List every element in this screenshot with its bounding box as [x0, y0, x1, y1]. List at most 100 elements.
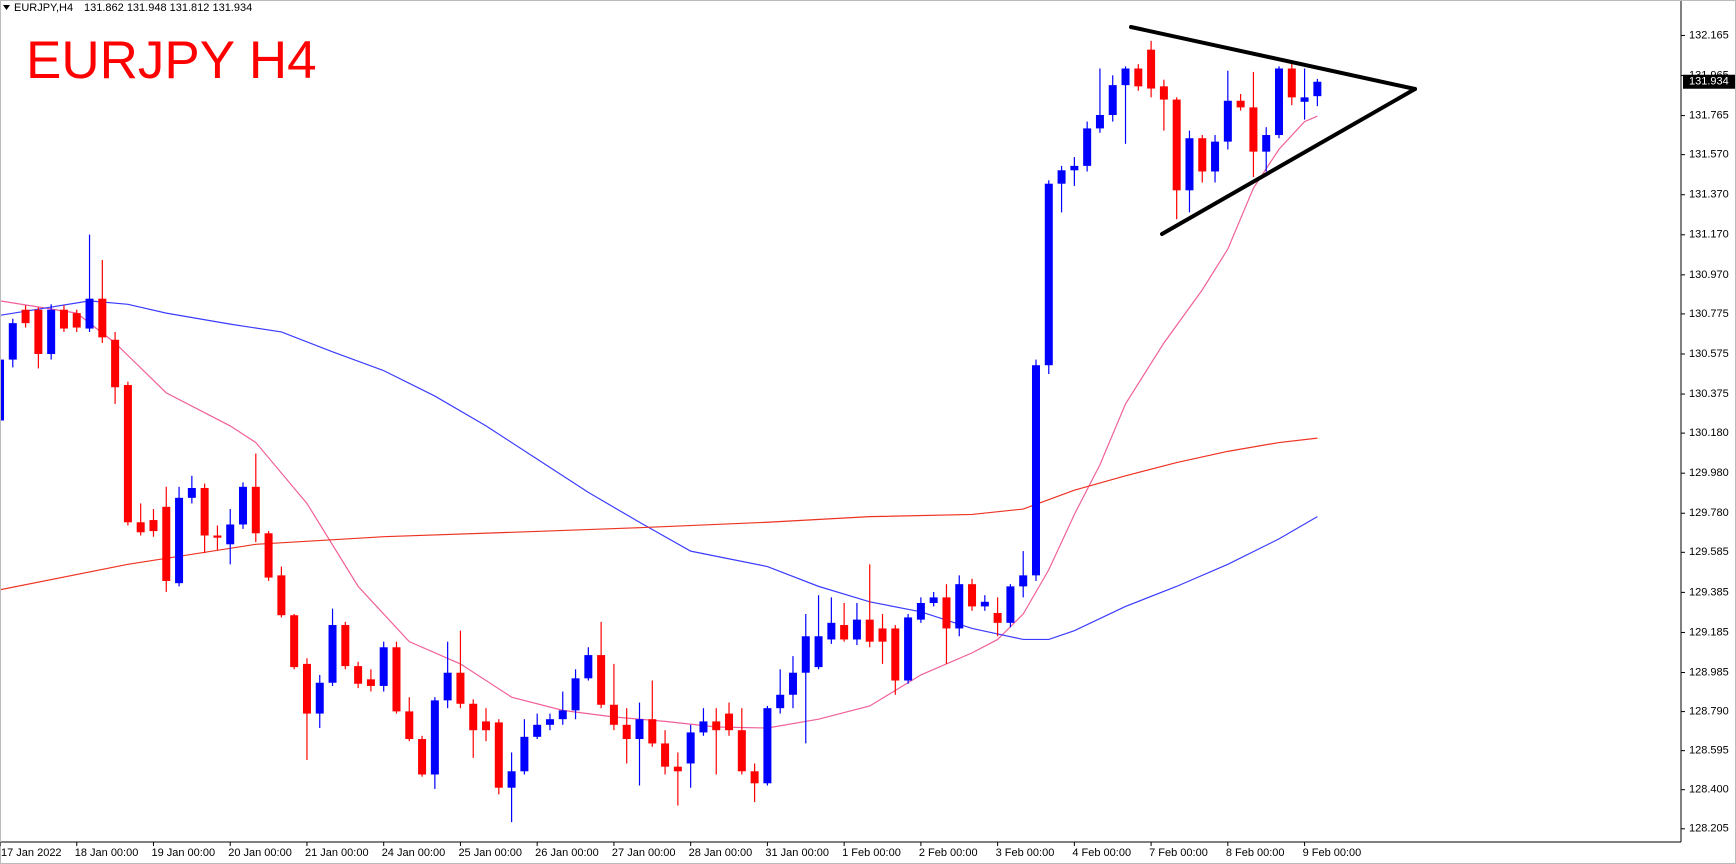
candle-body	[494, 722, 503, 788]
symbol-label: EURJPY,H4	[14, 2, 73, 14]
candle-body	[827, 622, 836, 640]
candle-body	[85, 298, 94, 329]
x-tick-label: 20 Jan 00:00	[228, 847, 292, 859]
y-tick-label: 131.570	[1689, 149, 1729, 161]
moving-averages	[0, 115, 1318, 729]
moving-average-line	[0, 300, 1318, 641]
ohlc-header: 131.862 131.948 131.812 131.934	[84, 2, 252, 14]
candle-body	[712, 721, 721, 731]
y-tick-label: 130.775	[1689, 308, 1729, 320]
candle-body	[315, 682, 324, 714]
y-tick-label: 130.575	[1689, 348, 1729, 360]
candle-body	[661, 743, 670, 767]
y-tick-label: 130.970	[1689, 269, 1729, 281]
candle-body	[840, 625, 849, 640]
candle-body	[149, 520, 158, 532]
candle-body	[47, 309, 56, 354]
candle-body	[264, 533, 273, 578]
candle-body	[443, 672, 452, 701]
y-tick-label: 130.375	[1689, 388, 1729, 400]
candle-body	[1185, 138, 1194, 191]
candle-body	[686, 732, 695, 764]
candles	[0, 40, 1322, 823]
axes: 132.165131.965131.765131.570131.370131.1…	[0, 29, 1735, 859]
x-tick-label: 21 Jan 00:00	[305, 847, 369, 859]
x-tick-label: 19 Jan 00:00	[151, 847, 215, 859]
candle-body	[482, 721, 491, 731]
candle-body	[904, 617, 913, 681]
candle-body	[1313, 81, 1322, 97]
candle-body	[520, 736, 529, 772]
y-tick-label: 129.585	[1689, 546, 1729, 558]
candle-body	[1044, 183, 1053, 366]
candle-body	[725, 713, 734, 731]
y-tick-label: 130.180	[1689, 427, 1729, 439]
candle-body	[251, 486, 260, 534]
y-tick-label: 128.985	[1689, 666, 1729, 678]
candle-body	[1198, 138, 1207, 172]
candle-body	[0, 359, 4, 421]
x-tick-label: 31 Jan 00:00	[765, 847, 829, 859]
y-tick-label: 128.595	[1689, 745, 1729, 757]
x-tick-label: 26 Jan 00:00	[535, 847, 599, 859]
candle-body	[123, 385, 132, 523]
candle-body	[1300, 97, 1309, 102]
candle-body	[763, 708, 772, 784]
candle-body	[187, 488, 196, 498]
candle-body	[98, 298, 107, 338]
current-price-tag	[1683, 74, 1735, 89]
candle-body	[584, 655, 593, 679]
candle-body	[366, 679, 375, 686]
candle-body	[1211, 141, 1220, 172]
x-tick-label: 7 Feb 00:00	[1149, 847, 1208, 859]
candle-body	[290, 615, 299, 668]
candle-body	[865, 619, 874, 642]
x-tick-label: 24 Jan 00:00	[382, 847, 446, 859]
candle-body	[430, 700, 439, 775]
candle-body	[955, 584, 964, 629]
moving-average-line	[0, 115, 1318, 729]
candle-body	[1287, 68, 1296, 98]
y-tick-label: 131.170	[1689, 229, 1729, 241]
candle-body	[213, 535, 222, 538]
candle-body	[302, 663, 311, 714]
candle-body	[111, 339, 120, 388]
candle-body	[750, 771, 759, 784]
candle-body	[418, 739, 427, 775]
x-tick-label: 9 Feb 00:00	[1303, 847, 1362, 859]
candle-body	[1108, 85, 1117, 115]
x-tick-label: 3 Feb 00:00	[996, 847, 1055, 859]
y-tick-label: 129.980	[1689, 467, 1729, 479]
moving-average-line	[0, 437, 1318, 591]
candle-body	[1095, 114, 1104, 129]
candle-body	[1223, 100, 1232, 142]
x-tick-label: 4 Feb 00:00	[1072, 847, 1131, 859]
candle-body	[175, 497, 184, 584]
candle-body	[1006, 586, 1015, 623]
candle-body	[1031, 365, 1040, 576]
candle-body	[891, 628, 900, 681]
x-tick-label: 17 Jan 2022	[1, 847, 62, 859]
candle-body	[72, 313, 81, 328]
candle-body	[405, 711, 414, 740]
candle-body	[1159, 86, 1168, 100]
candle-body	[1121, 68, 1130, 86]
candle-body	[622, 724, 631, 740]
candle-body	[814, 636, 823, 668]
candle-body	[648, 719, 657, 744]
candle-body	[929, 597, 938, 604]
candle-body	[34, 309, 43, 354]
candle-body	[328, 625, 337, 683]
x-tick-label: 1 Feb 00:00	[842, 847, 901, 859]
candle-body	[673, 766, 682, 772]
y-tick-label: 129.780	[1689, 507, 1729, 519]
candle-body	[878, 628, 887, 642]
candle-body	[226, 524, 235, 545]
candle-body	[737, 730, 746, 772]
triangle-lower-line	[1160, 87, 1417, 236]
candle-body	[507, 771, 516, 788]
candle-body	[1147, 49, 1156, 89]
y-tick-label: 132.165	[1689, 29, 1729, 41]
